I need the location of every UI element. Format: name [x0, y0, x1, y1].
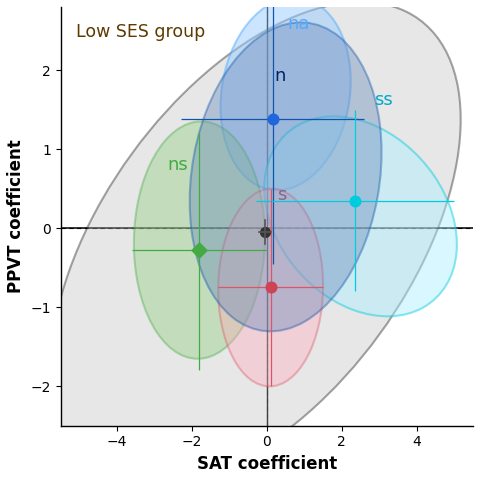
Ellipse shape [218, 189, 323, 386]
X-axis label: SAT coefficient: SAT coefficient [197, 455, 337, 473]
Text: n: n [275, 68, 286, 85]
Point [267, 284, 275, 291]
Text: ss: ss [374, 91, 393, 109]
Text: ns: ns [168, 156, 188, 174]
Text: s: s [277, 186, 287, 204]
Ellipse shape [264, 116, 457, 316]
Ellipse shape [134, 121, 265, 359]
Ellipse shape [190, 23, 382, 331]
Ellipse shape [220, 0, 351, 190]
Point [269, 115, 276, 123]
Point [261, 228, 269, 236]
Point [351, 197, 359, 204]
Text: Low SES group: Low SES group [76, 23, 205, 41]
Text: na: na [288, 15, 310, 33]
Ellipse shape [50, 2, 461, 480]
Point [195, 247, 203, 254]
Y-axis label: PPVT coefficient: PPVT coefficient [7, 140, 25, 293]
